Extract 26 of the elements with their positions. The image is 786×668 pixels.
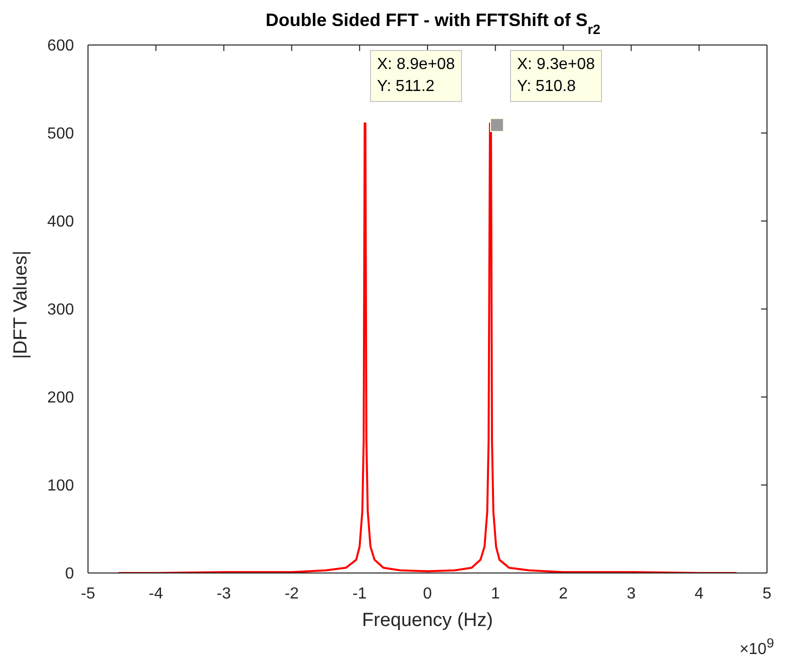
x-tick-label: -3	[216, 585, 232, 602]
x-tick-label: 4	[694, 585, 704, 602]
y-tick-label: 100	[47, 478, 74, 495]
x-axis-title: Frequency (Hz)	[362, 610, 493, 631]
callout-box: X: 9.3e+08 Y: 510.8	[510, 50, 602, 102]
callout-box: X: 8.9e+08 Y: 511.2	[370, 50, 462, 102]
x-tick-label: 0	[423, 585, 432, 602]
y-tick-label: 500	[47, 126, 74, 143]
y-tick-label: 600	[47, 38, 74, 55]
y-tick-label: 0	[65, 566, 74, 583]
annotation: X: 9.3e+08 Y: 510.8	[517, 55, 595, 97]
y-tick-label: 300	[47, 302, 74, 319]
x-tick-label: 2	[558, 585, 568, 602]
chart-title: Double Sided FFT - with FFTShift of S$_{r2}$	[266, 10, 600, 36]
text: ×10$^{9}$	[739, 636, 774, 658]
annotation: X: 8.9e+08 Y: 511.2	[377, 55, 455, 97]
x-tick-label: 3	[626, 585, 636, 602]
y-tick-label: 400	[47, 214, 74, 231]
x-tick-label: -5	[80, 585, 96, 602]
x-tick-label: -2	[284, 585, 299, 602]
x-tick-label: -1	[352, 585, 367, 602]
x-tick-label: 5	[762, 585, 772, 602]
x-tick-label: -4	[148, 585, 164, 602]
x-tick-label: 1	[490, 585, 500, 602]
y-tick-label: 200	[47, 390, 74, 407]
y-axis-title: |DFT Values|	[10, 250, 32, 359]
